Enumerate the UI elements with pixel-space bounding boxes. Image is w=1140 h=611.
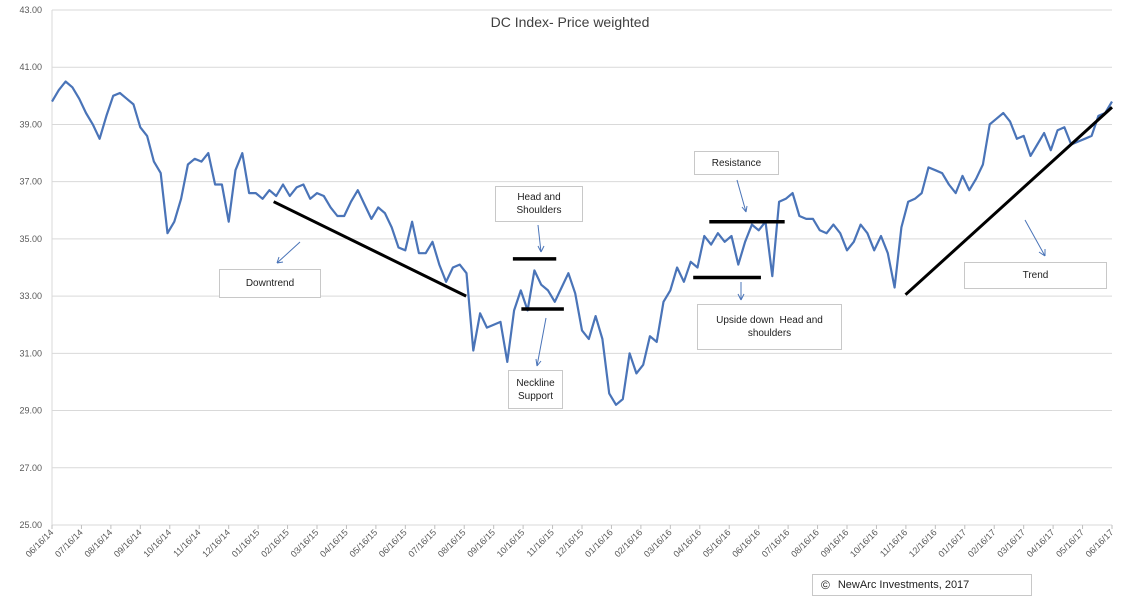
annotation-trend: Trend	[964, 262, 1107, 289]
x-tick-label: 10/16/15	[495, 527, 527, 559]
y-tick-label: 39.00	[19, 119, 42, 129]
y-tick-label: 29.00	[19, 406, 42, 416]
x-tick-label: 07/16/14	[53, 527, 85, 559]
x-tick-label: 05/16/17	[1054, 527, 1086, 559]
x-tick-label: 01/16/15	[230, 527, 262, 559]
x-tick-label: 06/16/17	[1084, 527, 1116, 559]
x-tick-label: 01/16/16	[583, 527, 615, 559]
trendline-group	[272, 106, 1114, 298]
chart-title: DC Index- Price weighted	[491, 14, 650, 30]
x-tick-label: 10/16/14	[141, 527, 173, 559]
y-tick-label: 27.00	[19, 463, 42, 473]
arrow-group	[276, 179, 1046, 367]
level-lines-group	[512, 219, 785, 311]
x-tick-label: 08/16/16	[789, 527, 821, 559]
x-tick-label: 03/16/17	[995, 527, 1027, 559]
trendline-uptrend	[904, 106, 1114, 296]
x-tick-label: 12/16/14	[200, 527, 232, 559]
x-tick-label: 11/16/14	[171, 527, 202, 558]
y-axis-ticks: 25.00 27.00 29.00 31.00 33.00 35.00 37.00 39.00…	[19, 5, 42, 530]
annotation-upside-down-head-shoulders: Upside down Head and shoulders	[697, 304, 842, 350]
x-tick-label: 07/16/15	[406, 527, 438, 559]
x-tick-label: 08/16/15	[436, 527, 468, 559]
annotation-upside-down-line2: shoulders	[747, 328, 792, 339]
x-tick-label: 02/16/17	[966, 527, 998, 559]
resistance-arrow	[736, 179, 748, 213]
x-tick-label: 09/16/15	[465, 527, 497, 559]
y-tick-label: 35.00	[19, 234, 42, 244]
x-tick-label: 04/16/16	[671, 527, 703, 559]
y-tick-label: 37.00	[19, 177, 42, 187]
x-tick-label: 11/16/15	[525, 527, 556, 558]
head-shoulders-arrow	[537, 224, 545, 253]
annotation-downtrend: Downtrend	[219, 269, 321, 298]
annotation-downtrend-text: Downtrend	[245, 278, 295, 289]
x-tick-label: 02/16/16	[612, 527, 644, 559]
x-tick-label: 08/16/14	[82, 527, 114, 559]
y-tick-label: 31.00	[19, 348, 42, 358]
copyright-text: NewArc Investments, 2017	[837, 579, 970, 591]
x-tick-label: 07/16/16	[760, 527, 792, 559]
annotation-head-and-shoulders-line1: Head and	[517, 192, 561, 203]
annotation-neckline-line2: Support	[517, 390, 554, 402]
x-tick-label: 09/16/16	[819, 527, 851, 559]
annotation-neckline-support: Neckline Support	[508, 370, 563, 409]
x-tick-label: 12/16/16	[907, 527, 939, 559]
x-tick-label: 10/16/16	[848, 527, 880, 559]
x-axis-ticks: 06/16/1407/16/1408/16/1409/16/1410/16/14…	[24, 525, 1116, 559]
annotation-head-and-shoulders: Head and Shoulders	[495, 186, 583, 222]
series-line-group	[51, 80, 1113, 406]
annotation-resistance-text: Resistance	[711, 157, 762, 169]
neckline-arrow	[535, 317, 547, 367]
x-tick-label: 06/16/16	[730, 527, 762, 559]
trend-arrow	[1024, 219, 1046, 257]
x-tick-label: 11/16/16	[878, 527, 909, 558]
copyright-symbol: ©	[821, 578, 830, 592]
annotation-neckline-line1: Neckline	[516, 377, 555, 389]
x-tick-label: 05/16/15	[347, 527, 379, 559]
gridlines	[51, 9, 1112, 526]
annotation-trend-text: Trend	[1022, 270, 1049, 281]
x-tick-label: 03/16/15	[289, 527, 321, 559]
y-tick-label: 41.00	[19, 62, 42, 72]
x-tick-label: 09/16/14	[112, 527, 144, 559]
upside-down-arrow	[737, 282, 745, 301]
downtrend-arrow	[276, 241, 301, 264]
annotation-upside-down-line1: Upside down Head and	[716, 315, 823, 326]
series-line-0	[51, 80, 1113, 406]
x-tick-label: 06/16/14	[24, 527, 56, 559]
trendline-downtrend	[272, 200, 467, 298]
x-tick-label: 01/16/17	[936, 527, 968, 559]
annotation-head-and-shoulders-line2: Shoulders	[516, 205, 562, 216]
x-tick-label: 05/16/16	[701, 527, 733, 559]
x-tick-label: 03/16/16	[642, 527, 674, 559]
annotation-resistance: Resistance	[694, 151, 779, 175]
y-tick-label: 33.00	[19, 291, 42, 301]
x-tick-label: 04/16/17	[1025, 527, 1057, 559]
copyright-box: © NewArc Investments, 2017	[812, 574, 1032, 596]
x-tick-label: 04/16/15	[318, 527, 350, 559]
x-tick-label: 02/16/15	[259, 527, 291, 559]
y-tick-label: 25.00	[19, 520, 42, 530]
x-tick-label: 06/16/15	[377, 527, 409, 559]
y-tick-label: 43.00	[19, 5, 42, 15]
x-tick-label: 12/16/15	[554, 527, 586, 559]
